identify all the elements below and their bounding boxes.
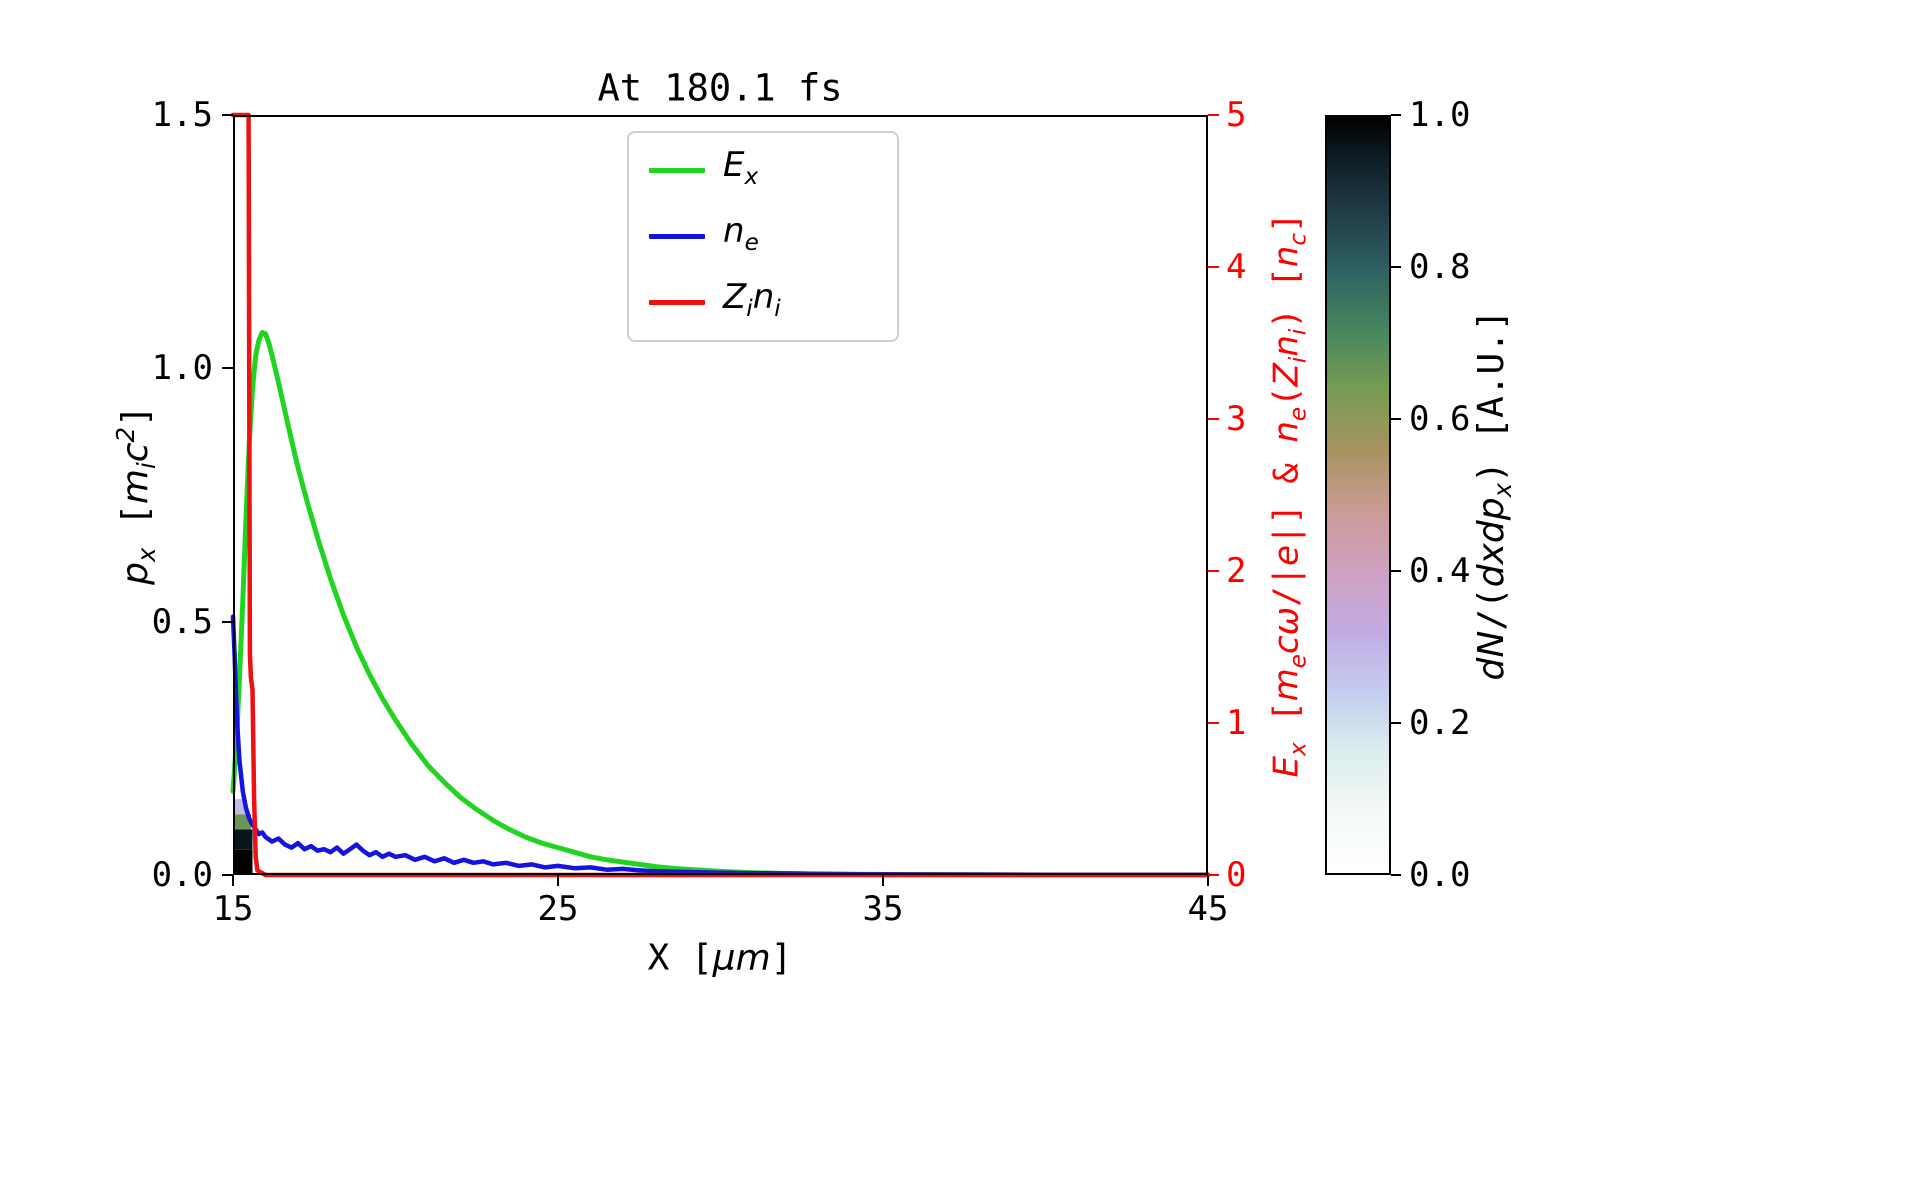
colorbar-tick-mark (1391, 874, 1401, 876)
legend-label-ne: ne (723, 210, 759, 256)
colorbar-tick-mark (1391, 418, 1401, 420)
left-tick-mark (222, 114, 233, 116)
x-tick-mark (882, 875, 884, 886)
x-tick-label: 15 (212, 889, 254, 929)
colorbar (1325, 115, 1391, 875)
colorbar-tick-label: 1.0 (1409, 95, 1471, 135)
left-axis-label: px [mic2] (110, 405, 162, 585)
phase-space-cell (233, 829, 253, 850)
series-line-2 (230, 112, 1211, 878)
x-tick-label: 45 (1187, 889, 1229, 929)
right-tick-mark (1208, 570, 1219, 572)
right-tick-label: 1 (1226, 703, 1247, 743)
series-line-0 (230, 329, 1211, 878)
right-tick-label: 3 (1226, 399, 1247, 439)
legend-entry-zini: Zini (649, 279, 877, 327)
phase-space-cell (233, 814, 251, 830)
plot-area: Ex ne Zini (230, 112, 1211, 878)
right-tick-label: 5 (1226, 95, 1247, 135)
x-tick-mark (1207, 875, 1209, 886)
right-axis-label: Ex [mecω/|e|] & ne(Zini) [nc] (1266, 212, 1312, 778)
x-tick-mark (557, 875, 559, 886)
colorbar-tick-mark (1391, 722, 1401, 724)
right-tick-label: 2 (1226, 551, 1247, 591)
right-tick-mark (1208, 874, 1219, 876)
legend-entry-ne: ne (649, 213, 877, 261)
colorbar-tick-mark (1391, 266, 1401, 268)
x-tick-mark (232, 875, 234, 886)
x-tick-label: 25 (537, 889, 579, 929)
colorbar-tick-mark (1391, 570, 1401, 572)
left-tick-label: 0.5 (151, 601, 213, 642)
colorbar-tick-mark (1391, 114, 1401, 116)
legend-label-ex: Ex (723, 145, 759, 190)
left-tick-mark (222, 874, 233, 876)
chart-title: At 180.1 fs (597, 66, 843, 110)
legend-line-sample-zini (649, 299, 705, 305)
legend-line-sample-ex (649, 168, 705, 174)
left-tick-label: 0.0 (151, 855, 213, 895)
right-tick-label: 0 (1226, 855, 1247, 895)
colorbar-tick-label: 0.6 (1409, 399, 1471, 439)
legend-entry-ex: Ex (649, 147, 877, 195)
right-tick-label: 4 (1226, 247, 1247, 287)
legend-line-sample-ne (649, 234, 705, 240)
right-tick-mark (1208, 418, 1219, 420)
legend-label-zini: Zini (723, 276, 781, 322)
x-axis-label: X [μm] (647, 937, 793, 979)
right-tick-mark (1208, 266, 1219, 268)
colorbar-gradient (1327, 117, 1389, 873)
right-tick-mark (1208, 722, 1219, 724)
colorbar-tick-label: 0.2 (1409, 703, 1471, 743)
left-tick-label: 1.0 (151, 348, 213, 389)
right-tick-mark (1208, 114, 1219, 116)
left-tick-label: 1.5 (151, 95, 213, 135)
colorbar-tick-label: 0.0 (1409, 855, 1471, 895)
legend: Ex ne Zini (627, 131, 899, 343)
colorbar-tick-label: 0.8 (1409, 247, 1471, 287)
colorbar-label: dN/(dxdpx) [A.U.] (1470, 309, 1518, 681)
x-tick-label: 35 (862, 889, 904, 929)
left-tick-mark (222, 620, 233, 623)
colorbar-tick-label: 0.4 (1409, 551, 1471, 591)
series-line-1 (230, 614, 1211, 878)
phase-space-cell (233, 849, 253, 875)
plot-canvas (230, 112, 1211, 878)
left-tick-mark (222, 367, 233, 370)
